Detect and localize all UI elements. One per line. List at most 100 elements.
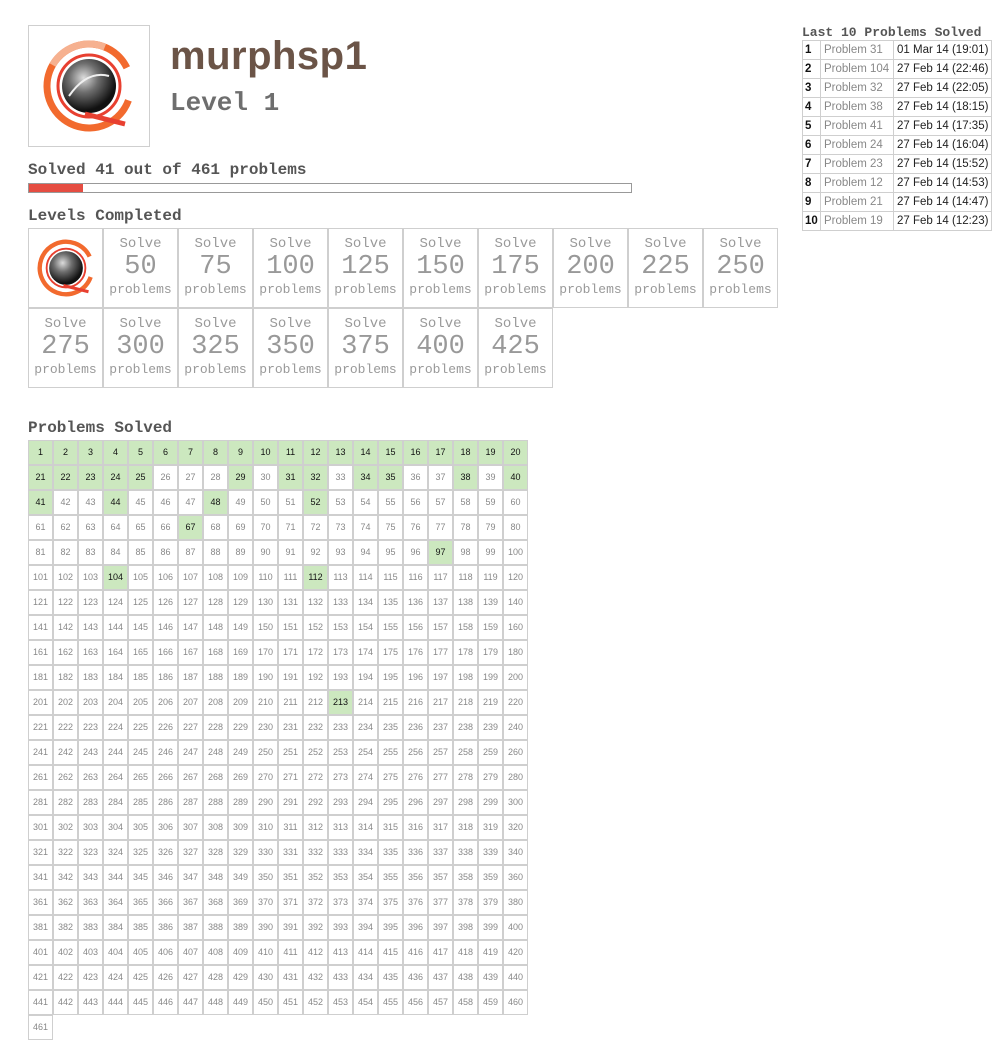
recent-problem-link[interactable]: Problem 38 [820, 97, 894, 117]
problem-cell[interactable]: 355 [378, 865, 403, 890]
problem-cell[interactable]: 49 [228, 490, 253, 515]
problem-cell[interactable]: 138 [453, 590, 478, 615]
problem-cell[interactable]: 60 [503, 490, 528, 515]
problem-cell[interactable]: 114 [353, 565, 378, 590]
problem-cell[interactable]: 424 [103, 965, 128, 990]
problem-cell[interactable]: 370 [253, 890, 278, 915]
problem-cell[interactable]: 33 [328, 465, 353, 490]
recent-problem-link[interactable]: Problem 19 [820, 211, 894, 231]
problem-cell[interactable]: 325 [128, 840, 153, 865]
problem-cell[interactable]: 188 [203, 665, 228, 690]
problem-cell[interactable]: 405 [128, 940, 153, 965]
problem-cell[interactable]: 385 [128, 915, 153, 940]
problem-cell-solved[interactable]: 52 [303, 490, 328, 515]
problem-cell[interactable]: 388 [203, 915, 228, 940]
problem-cell[interactable]: 27 [178, 465, 203, 490]
problem-cell[interactable]: 141 [28, 615, 53, 640]
problem-cell[interactable]: 76 [403, 515, 428, 540]
problem-cell[interactable]: 416 [403, 940, 428, 965]
problem-cell[interactable]: 446 [153, 990, 178, 1015]
problem-cell[interactable]: 264 [103, 765, 128, 790]
problem-cell[interactable]: 115 [378, 565, 403, 590]
problem-cell[interactable]: 310 [253, 815, 278, 840]
problem-cell-solved[interactable]: 25 [128, 465, 153, 490]
problem-cell[interactable]: 334 [353, 840, 378, 865]
problem-cell[interactable]: 160 [503, 615, 528, 640]
problem-cell[interactable]: 272 [303, 765, 328, 790]
problem-cell[interactable]: 47 [178, 490, 203, 515]
problem-cell[interactable]: 167 [178, 640, 203, 665]
problem-cell[interactable]: 409 [228, 940, 253, 965]
problem-cell-solved[interactable]: 44 [103, 490, 128, 515]
problem-cell[interactable]: 186 [153, 665, 178, 690]
problem-cell[interactable]: 178 [453, 640, 478, 665]
problem-cell[interactable]: 204 [103, 690, 128, 715]
problem-cell[interactable]: 199 [478, 665, 503, 690]
problem-cell[interactable]: 461 [28, 1015, 53, 1040]
problem-cell[interactable]: 158 [453, 615, 478, 640]
problem-cell[interactable]: 196 [403, 665, 428, 690]
problem-cell[interactable]: 136 [403, 590, 428, 615]
problem-cell[interactable]: 92 [303, 540, 328, 565]
problem-cell[interactable]: 190 [253, 665, 278, 690]
problem-cell-solved[interactable]: 14 [353, 440, 378, 465]
problem-cell-solved[interactable]: 1 [28, 440, 53, 465]
problem-cell[interactable]: 245 [128, 740, 153, 765]
problem-cell[interactable]: 422 [53, 965, 78, 990]
problem-cell-solved[interactable]: 104 [103, 565, 128, 590]
problem-cell[interactable]: 89 [228, 540, 253, 565]
problem-cell[interactable]: 225 [128, 715, 153, 740]
problem-cell[interactable]: 117 [428, 565, 453, 590]
problem-cell[interactable]: 280 [503, 765, 528, 790]
problem-cell[interactable]: 394 [353, 915, 378, 940]
problem-cell[interactable]: 324 [103, 840, 128, 865]
problem-cell[interactable]: 348 [203, 865, 228, 890]
problem-cell[interactable]: 286 [153, 790, 178, 815]
problem-cell[interactable]: 448 [203, 990, 228, 1015]
problem-cell[interactable]: 311 [278, 815, 303, 840]
problem-cell[interactable]: 399 [478, 915, 503, 940]
problem-cell[interactable]: 237 [428, 715, 453, 740]
problem-cell[interactable]: 381 [28, 915, 53, 940]
problem-cell[interactable]: 223 [78, 715, 103, 740]
problem-cell[interactable]: 303 [78, 815, 103, 840]
problem-cell-solved[interactable]: 10 [253, 440, 278, 465]
problem-cell-solved[interactable]: 12 [303, 440, 328, 465]
problem-cell[interactable]: 247 [178, 740, 203, 765]
problem-cell[interactable]: 116 [403, 565, 428, 590]
problem-cell[interactable]: 205 [128, 690, 153, 715]
problem-cell[interactable]: 322 [53, 840, 78, 865]
problem-cell[interactable]: 219 [478, 690, 503, 715]
problem-cell[interactable]: 406 [153, 940, 178, 965]
problem-cell[interactable]: 201 [28, 690, 53, 715]
problem-cell[interactable]: 106 [153, 565, 178, 590]
problem-cell[interactable]: 46 [153, 490, 178, 515]
problem-cell[interactable]: 427 [178, 965, 203, 990]
problem-cell[interactable]: 257 [428, 740, 453, 765]
problem-cell[interactable]: 268 [203, 765, 228, 790]
problem-cell[interactable]: 440 [503, 965, 528, 990]
problem-cell[interactable]: 298 [453, 790, 478, 815]
problem-cell[interactable]: 202 [53, 690, 78, 715]
problem-cell[interactable]: 54 [353, 490, 378, 515]
problem-cell[interactable]: 433 [328, 965, 353, 990]
problem-cell[interactable]: 270 [253, 765, 278, 790]
problem-cell[interactable]: 377 [428, 890, 453, 915]
problem-cell-solved[interactable]: 112 [303, 565, 328, 590]
problem-cell[interactable]: 96 [403, 540, 428, 565]
problem-cell[interactable]: 450 [253, 990, 278, 1015]
recent-problem-link[interactable]: Problem 104 [820, 59, 894, 79]
problem-cell[interactable]: 335 [378, 840, 403, 865]
problem-cell[interactable]: 61 [28, 515, 53, 540]
problem-cell[interactable]: 189 [228, 665, 253, 690]
problem-cell[interactable]: 379 [478, 890, 503, 915]
problem-cell[interactable]: 393 [328, 915, 353, 940]
problem-cell[interactable]: 194 [353, 665, 378, 690]
problem-cell[interactable]: 386 [153, 915, 178, 940]
problem-cell[interactable]: 242 [53, 740, 78, 765]
problem-cell[interactable]: 437 [428, 965, 453, 990]
problem-cell[interactable]: 209 [228, 690, 253, 715]
problem-cell[interactable]: 431 [278, 965, 303, 990]
problem-cell[interactable]: 296 [403, 790, 428, 815]
problem-cell-solved[interactable]: 22 [53, 465, 78, 490]
